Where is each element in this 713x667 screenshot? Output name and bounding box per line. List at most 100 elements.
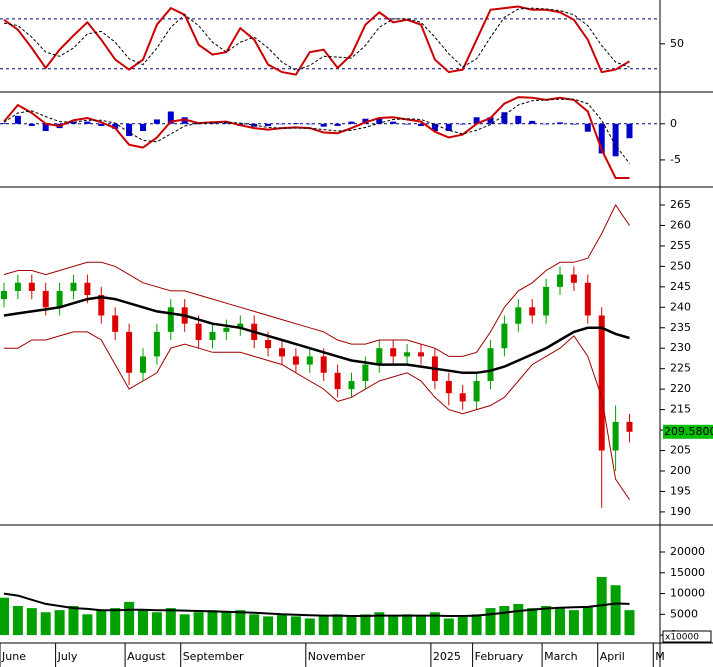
- volume-bar: [290, 616, 301, 636]
- histogram-bar: [167, 111, 174, 124]
- series-line: [3, 5, 631, 76]
- candle-body: [584, 282, 591, 316]
- volume-bar: [318, 616, 329, 636]
- volume-bar: [138, 610, 148, 636]
- volume-bar: [82, 614, 93, 636]
- candle-body: [501, 323, 508, 349]
- candle-body: [473, 380, 480, 402]
- candle-body: [459, 393, 466, 402]
- histogram-bar: [529, 120, 536, 124]
- histogram-bar: [598, 123, 605, 154]
- x-tick-label: September: [183, 650, 244, 663]
- candle-body: [84, 282, 91, 296]
- histogram-bar: [320, 123, 327, 127]
- series-line: [3, 295, 630, 375]
- volume-bar: [610, 585, 621, 636]
- histogram-bar: [376, 118, 383, 124]
- y-tick-label: 230: [670, 341, 691, 354]
- histogram-bar: [279, 123, 285, 125]
- volume-bar: [541, 606, 552, 636]
- series-line: [4, 331, 630, 500]
- volume-bar: [499, 606, 510, 636]
- candle-body: [598, 315, 605, 451]
- candle-body: [195, 323, 202, 341]
- series-line: [3, 592, 630, 617]
- candle-body: [56, 290, 63, 308]
- candle-body: [237, 323, 244, 328]
- histogram-bar: [223, 123, 230, 124]
- x-tick-label: June: [1, 650, 26, 663]
- series-line: [3, 7, 630, 71]
- unit-box: [662, 630, 712, 643]
- histogram-bar: [501, 112, 508, 124]
- y-tick-label: 0: [670, 117, 677, 130]
- x-tick-label: November: [308, 650, 366, 663]
- histogram-bar: [626, 123, 633, 139]
- volume-bar: [0, 597, 9, 636]
- histogram-bar: [28, 123, 35, 126]
- y-tick-label: 50: [670, 37, 684, 50]
- histogram-bar: [487, 117, 494, 124]
- last-price-box: [663, 424, 713, 439]
- x-tick-label: 2025: [433, 650, 461, 663]
- panels: [0, 18, 660, 125]
- volume-bar: [457, 616, 468, 636]
- candle-body: [112, 315, 119, 332]
- volume-bar: [179, 614, 190, 636]
- histogram-bar: [14, 115, 21, 124]
- candle-body: [209, 331, 216, 341]
- y-tick-label: 215: [670, 403, 691, 416]
- histogram-bar: [292, 123, 299, 124]
- volume-bar: [555, 608, 565, 636]
- histogram-bar: [459, 123, 466, 125]
- volume-bar: [124, 601, 135, 636]
- candle-body: [306, 356, 313, 365]
- volume-bar: [485, 608, 496, 636]
- y-tick-label: 205: [670, 444, 691, 457]
- x-tick-label: February: [475, 650, 524, 663]
- histogram-bar: [557, 122, 563, 124]
- volume-bar: [193, 612, 204, 636]
- histogram-bar: [209, 123, 216, 124]
- y-tick-label: 255: [670, 239, 691, 252]
- volume-bar: [249, 614, 260, 636]
- histogram-bar: [473, 117, 480, 124]
- histogram-bar: [98, 123, 105, 126]
- y-tick-label: 15000: [670, 566, 705, 579]
- histogram-bar: [84, 121, 91, 124]
- x-tick-label: July: [57, 650, 78, 663]
- y-tick-label: 240: [670, 300, 691, 313]
- histogram-bar: [126, 123, 133, 137]
- histogram-bar: [612, 123, 619, 157]
- volume-bar: [582, 606, 593, 636]
- volume-bar: [388, 616, 399, 636]
- volume-bar: [165, 608, 176, 636]
- last-price-label: 209.5800: [664, 425, 713, 438]
- candle-body: [279, 348, 285, 357]
- histogram-bar: [348, 121, 355, 124]
- volume-bar: [332, 614, 343, 636]
- volume-bar: [304, 618, 315, 636]
- candle-body: [153, 331, 160, 357]
- candle-body: [348, 380, 355, 390]
- histogram-bar: [265, 123, 272, 126]
- volume-bar: [40, 612, 51, 636]
- volume-bar: [12, 606, 23, 636]
- histogram-bar: [445, 123, 452, 132]
- volume-bar: [527, 608, 538, 636]
- candle-body: [98, 295, 105, 316]
- candle-body: [543, 286, 550, 316]
- volume-bar: [68, 606, 79, 636]
- candle-body: [557, 274, 563, 287]
- series-line: [3, 204, 630, 357]
- x-tick-label: April: [600, 650, 625, 663]
- candle-body: [362, 364, 369, 381]
- candle-body: [126, 331, 133, 373]
- candle-body: [376, 348, 383, 365]
- x-tick-label: August: [127, 650, 166, 663]
- volume-bar: [443, 618, 454, 636]
- volume-bar: [110, 608, 121, 636]
- volume-bar: [416, 616, 426, 636]
- volume-bar: [96, 610, 107, 636]
